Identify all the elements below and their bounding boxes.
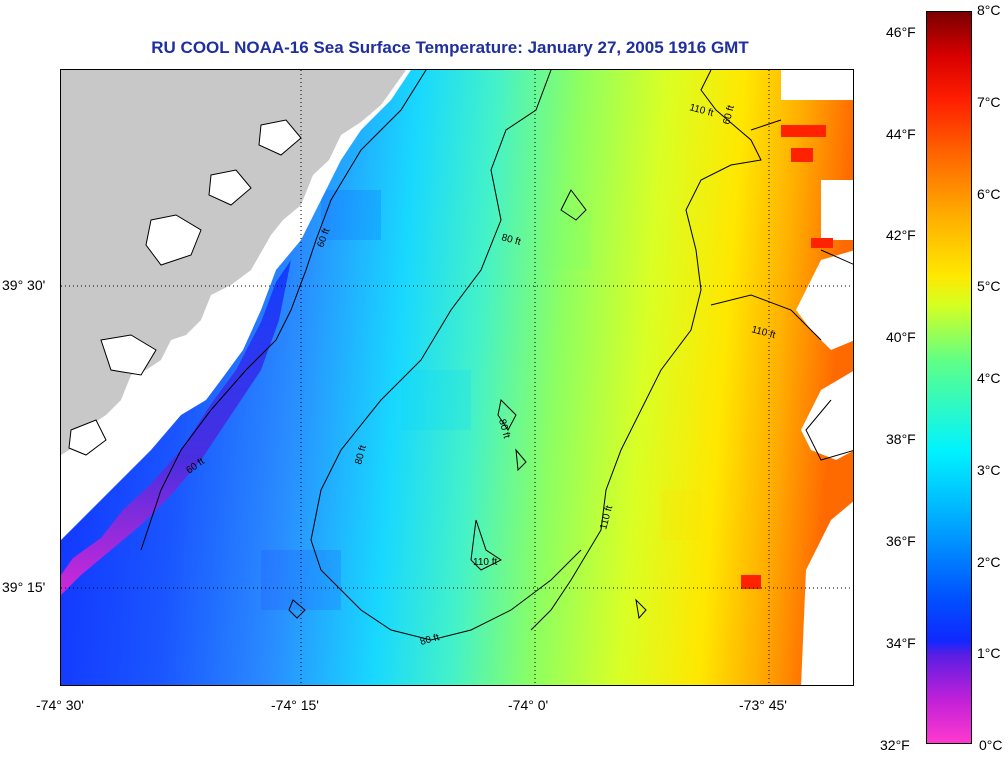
contour-small-4 (288, 599, 306, 619)
cb-f-40: 40°F (886, 329, 916, 345)
contour-110ft-small-1 (470, 519, 502, 571)
cb-c-4: 4°C (977, 370, 1001, 386)
contour-80ft-small-2 (560, 189, 587, 221)
cb-c-8: 8°C (977, 2, 1001, 18)
map-title: RU COOL NOAA-16 Sea Surface Temperature:… (151, 38, 749, 57)
lon-tick-7345: -73° 45' (739, 697, 787, 713)
contour-80ft (310, 70, 582, 641)
cb-f-34: 34°F (886, 635, 916, 651)
cb-f-42: 42°F (886, 227, 916, 243)
contour-label-80ft-2: 80 ft (353, 444, 369, 466)
contour-110ft (530, 70, 762, 631)
cb-f-44: 44°F (886, 126, 916, 142)
contour-label-60ft-3: 60 ft (721, 104, 737, 126)
contour-110ft-east (710, 294, 822, 341)
graticule (61, 70, 853, 685)
cb-f-32: 32°F (880, 737, 910, 753)
contour-60ft (140, 70, 427, 551)
contour-label-80ft-1: 80 ft (500, 232, 522, 248)
contour-80ft-small-1 (497, 398, 517, 431)
cb-c-3: 3°C (977, 462, 1001, 478)
cb-f-36: 36°F (886, 533, 916, 549)
lat-tick-3915: 39° 15' (2, 579, 46, 595)
contour-label-80ft-4: 80 ft (419, 632, 441, 648)
depth-contours (140, 70, 853, 641)
contour-small-5 (635, 598, 647, 620)
cb-f-46: 46°F (886, 24, 916, 40)
cb-c-6: 6°C (977, 186, 1001, 202)
contour-labels: 60 ft 60 ft 80 ft 80 ft 80 ft 80 ft 110 … (184, 102, 776, 648)
cb-c-2: 2°C (977, 554, 1001, 570)
coastal-cold-fringe (61, 260, 291, 595)
cb-c-0: 0°C (979, 737, 1003, 753)
no-data-east (781, 70, 853, 685)
lat-tick-3930: 39° 30' (2, 277, 46, 293)
sst-map: 60 ft 60 ft 80 ft 80 ft 80 ft 80 ft 110 … (60, 69, 854, 686)
sst-map-canvas: 60 ft 60 ft 80 ft 80 ft 80 ft 80 ft 110 … (61, 70, 853, 685)
contour-label-80ft-3: 80 ft (496, 418, 512, 440)
contour-label-110ft-4: 110 ft (473, 557, 497, 568)
lon-tick-7415: -74° 15' (271, 697, 319, 713)
cb-f-38: 38°F (886, 431, 916, 447)
cb-c-5: 5°C (977, 278, 1001, 294)
contour-80ft-small-3 (515, 448, 527, 472)
warm-patches (741, 125, 833, 589)
bay-outlines (68, 119, 302, 456)
cb-c-7: 7°C (977, 94, 1001, 110)
lon-tick-7400: -74° 0' (508, 697, 549, 713)
color-scale-bar (926, 11, 972, 744)
cb-c-1: 1°C (977, 645, 1001, 661)
lon-tick-7430: -74° 30' (36, 697, 84, 713)
sst-mottling (261, 190, 701, 610)
contour-110ft-outline (750, 119, 853, 461)
